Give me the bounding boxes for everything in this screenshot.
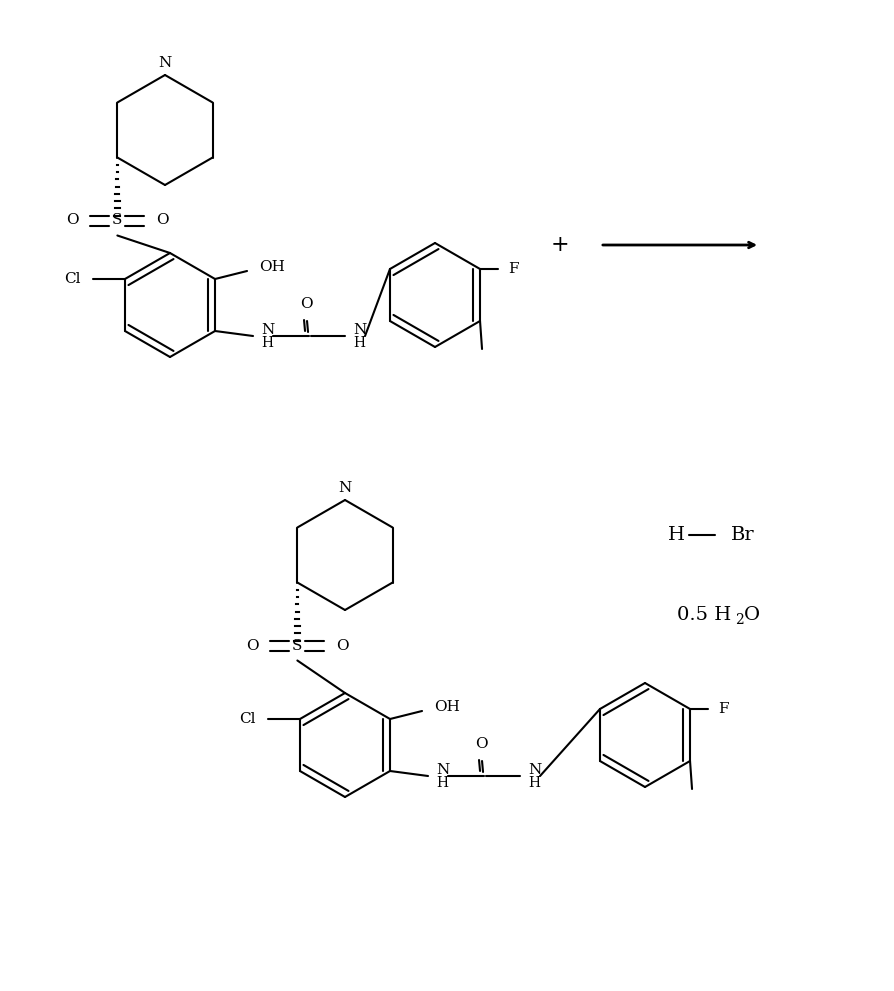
Text: N: N (158, 56, 172, 70)
Text: OH: OH (434, 700, 460, 714)
Text: O: O (474, 737, 487, 751)
Text: 0.5 H: 0.5 H (676, 606, 730, 624)
Text: Cl: Cl (64, 272, 80, 286)
Text: F: F (717, 702, 728, 716)
Text: N: N (338, 481, 351, 495)
Text: H: H (261, 336, 273, 350)
Text: OH: OH (258, 260, 284, 274)
Text: +: + (550, 234, 569, 256)
Text: O: O (246, 638, 258, 652)
Text: O: O (743, 606, 759, 624)
Text: H: H (667, 526, 684, 544)
Text: H: H (352, 336, 365, 350)
Text: O: O (335, 638, 349, 652)
Text: O: O (299, 297, 312, 311)
Text: H: H (435, 776, 448, 790)
Text: N: N (435, 763, 449, 777)
Text: 2: 2 (734, 613, 743, 627)
Text: F: F (508, 262, 518, 276)
Text: S: S (112, 213, 122, 228)
Text: O: O (66, 213, 79, 228)
Text: S: S (291, 638, 302, 652)
Text: N: N (352, 323, 366, 337)
Text: N: N (527, 763, 541, 777)
Text: N: N (261, 323, 274, 337)
Text: O: O (156, 213, 168, 228)
Text: Br: Br (730, 526, 754, 544)
Text: H: H (527, 776, 539, 790)
Text: Cl: Cl (240, 712, 256, 726)
